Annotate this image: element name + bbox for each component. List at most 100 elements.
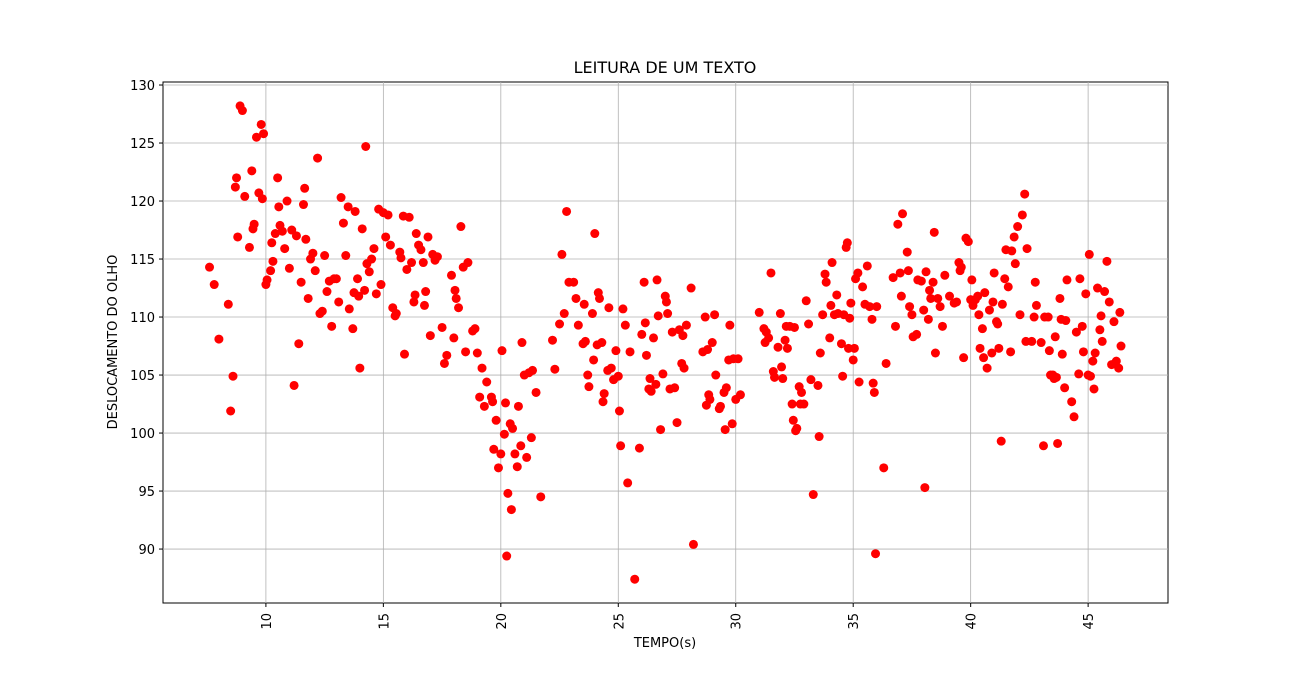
point [497, 346, 507, 356]
point [710, 310, 720, 320]
point [963, 237, 973, 247]
point [815, 348, 825, 358]
point [959, 353, 969, 363]
point [930, 348, 940, 358]
point [396, 253, 406, 263]
y-tick-label: 105 [130, 369, 155, 384]
point [613, 371, 623, 381]
point [929, 227, 939, 237]
point [510, 449, 520, 459]
point [517, 338, 527, 348]
point [257, 194, 267, 204]
point [770, 372, 780, 382]
point [973, 291, 983, 301]
point [848, 355, 858, 365]
point [788, 415, 798, 425]
point [1061, 316, 1071, 326]
point [450, 285, 460, 295]
point [439, 358, 449, 368]
point [982, 363, 992, 373]
point [979, 353, 989, 363]
point [488, 397, 498, 407]
y-tick-label: 130 [130, 79, 155, 94]
point [437, 322, 447, 332]
point [294, 339, 304, 349]
point [557, 249, 567, 259]
point [1060, 383, 1070, 393]
point [865, 302, 875, 312]
point [249, 219, 259, 229]
point [818, 310, 828, 320]
point [284, 263, 294, 273]
point [482, 377, 492, 387]
point [410, 290, 420, 300]
point [832, 290, 842, 300]
point [381, 232, 391, 242]
point [536, 492, 546, 502]
point [341, 251, 351, 261]
point [1055, 293, 1065, 303]
point [513, 401, 523, 411]
point [652, 275, 662, 285]
point [1084, 249, 1094, 259]
point [1096, 311, 1106, 321]
point [733, 354, 743, 364]
point [792, 423, 802, 433]
point [531, 387, 541, 397]
point [921, 267, 931, 277]
point [984, 305, 994, 315]
y-tick-label: 90 [138, 543, 155, 558]
point [475, 392, 485, 402]
point [773, 342, 783, 352]
point [310, 266, 320, 276]
point [996, 436, 1006, 446]
point [826, 300, 836, 310]
point [952, 297, 962, 307]
x-tick-label: 35 [847, 613, 862, 630]
point [407, 258, 417, 268]
point [867, 314, 877, 324]
point [639, 277, 649, 287]
point [303, 293, 313, 303]
plot-frame [162, 81, 1169, 604]
point [402, 264, 412, 274]
point [1003, 282, 1013, 292]
point [827, 258, 837, 268]
point [789, 322, 799, 332]
point [945, 291, 955, 301]
point [472, 348, 482, 358]
point [571, 293, 581, 303]
point [579, 299, 589, 309]
point [988, 297, 998, 307]
x-tick-label: 45 [1082, 613, 1097, 630]
point [1022, 244, 1032, 254]
point [658, 369, 668, 379]
point [993, 319, 1003, 329]
point [1029, 312, 1039, 322]
point [454, 303, 464, 313]
point [562, 206, 572, 216]
point [720, 425, 730, 435]
point [597, 338, 607, 348]
point [251, 132, 261, 142]
point [688, 539, 698, 549]
point [354, 291, 364, 301]
point [277, 226, 287, 236]
point [266, 266, 276, 276]
point [670, 383, 680, 393]
point [1104, 297, 1114, 307]
point [1111, 356, 1121, 366]
point [1115, 307, 1125, 317]
point [589, 355, 599, 365]
point [262, 275, 272, 285]
y-tick-label: 125 [130, 137, 155, 152]
point [334, 297, 344, 307]
point [645, 374, 655, 384]
point [508, 423, 518, 433]
point [327, 321, 337, 331]
point [804, 319, 814, 329]
point [391, 309, 401, 319]
point [700, 312, 710, 322]
point [411, 229, 421, 239]
point [425, 331, 435, 341]
